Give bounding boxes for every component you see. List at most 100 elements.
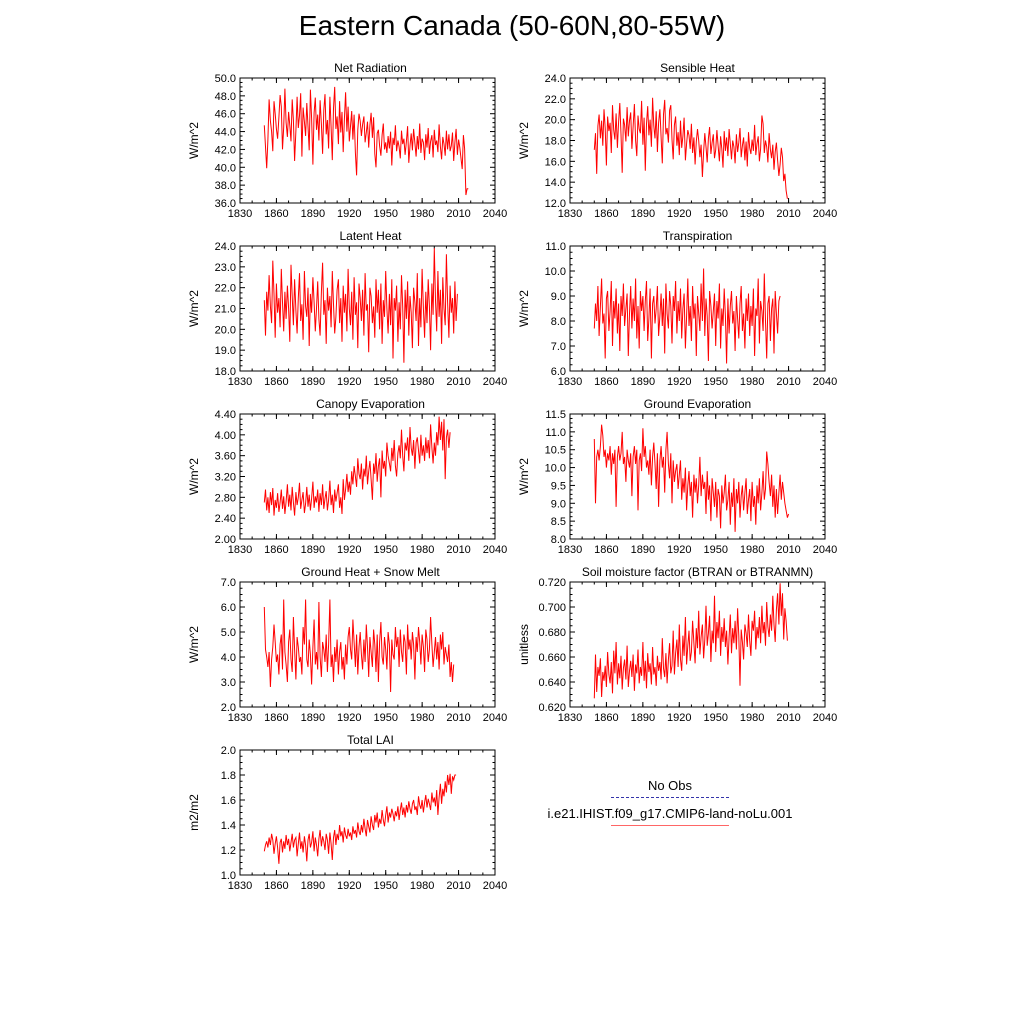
y-tick-label: 1.0 bbox=[221, 870, 236, 882]
x-tick-label: 1830 bbox=[558, 376, 582, 388]
page-title: Eastern Canada (50-60N,80-55W) bbox=[298, 10, 726, 41]
y-tick-label: 10.0 bbox=[545, 463, 566, 475]
x-tick-label: 2010 bbox=[446, 880, 470, 892]
y-tick-label: 2.40 bbox=[215, 513, 236, 525]
x-tick-label: 2040 bbox=[813, 544, 837, 556]
x-tick-label: 1920 bbox=[337, 376, 361, 388]
x-tick-label: 2040 bbox=[483, 208, 507, 220]
x-tick-label: 1980 bbox=[410, 208, 434, 220]
y-tick-label: 42.0 bbox=[215, 144, 236, 156]
x-tick-label: 2040 bbox=[813, 712, 837, 724]
y-tick-label: 22.0 bbox=[545, 94, 566, 106]
x-tick-label: 1890 bbox=[631, 544, 655, 556]
series-line bbox=[593, 97, 788, 199]
x-tick-label: 1920 bbox=[667, 712, 691, 724]
y-tick-label: 2.0 bbox=[221, 702, 236, 714]
x-tick-label: 1860 bbox=[264, 544, 288, 556]
x-tick-label: 1950 bbox=[703, 376, 727, 388]
y-tick-label: 16.0 bbox=[545, 156, 566, 168]
x-tick-label: 1890 bbox=[301, 544, 325, 556]
series-line bbox=[263, 599, 455, 693]
x-tick-label: 1980 bbox=[410, 880, 434, 892]
legend-swatch-obs bbox=[611, 797, 729, 798]
y-tick-label: 44.0 bbox=[215, 127, 236, 139]
x-tick-label: 1980 bbox=[740, 712, 764, 724]
x-tick-label: 1890 bbox=[301, 208, 325, 220]
panel-title: Total LAI bbox=[347, 733, 394, 747]
y-tick-label: 18.0 bbox=[545, 136, 566, 148]
x-tick-label: 1920 bbox=[337, 712, 361, 724]
y-tick-label: 4.00 bbox=[215, 430, 236, 442]
y-tick-label: 6.0 bbox=[221, 602, 236, 614]
legend-label-obs: No Obs bbox=[647, 778, 693, 793]
y-tick-label: 18.0 bbox=[215, 366, 236, 378]
x-tick-label: 1860 bbox=[264, 376, 288, 388]
series-line bbox=[593, 424, 790, 532]
y-tick-label: 2.00 bbox=[215, 534, 236, 546]
y-tick-label: 14.0 bbox=[545, 177, 566, 189]
y-tick-label: 24.0 bbox=[545, 73, 566, 85]
y-tick-label: 9.0 bbox=[551, 291, 566, 303]
y-tick-label: 9.0 bbox=[551, 498, 566, 510]
y-tick-label: 0.700 bbox=[538, 602, 566, 614]
x-tick-label: 1950 bbox=[373, 208, 397, 220]
x-tick-label: 1860 bbox=[264, 712, 288, 724]
legend-swatch-model bbox=[611, 825, 729, 826]
x-tick-label: 2010 bbox=[776, 208, 800, 220]
y-tick-label: 48.0 bbox=[215, 91, 236, 103]
panel-title: Sensible Heat bbox=[660, 61, 735, 75]
x-tick-label: 1890 bbox=[301, 712, 325, 724]
chart-net-radiation: 1830 1860 1890 1920 1950 1980 2010 2040 36.0 38.0… bbox=[187, 61, 507, 220]
x-tick-label: 1980 bbox=[410, 544, 434, 556]
chart-ground-heat-snow-melt: 1830 1860 1890 1920 1950 1980 2010 2040 2.0 3.0 4.… bbox=[187, 565, 507, 724]
y-tick-label: 11.5 bbox=[545, 409, 566, 421]
y-tick-label: 11.0 bbox=[545, 241, 566, 253]
y-axis-label: W/m^2 bbox=[517, 122, 531, 159]
x-tick-label: 1980 bbox=[740, 544, 764, 556]
x-tick-label: 1920 bbox=[667, 376, 691, 388]
y-tick-label: 1.4 bbox=[221, 820, 236, 832]
y-axis-label: W/m^2 bbox=[517, 458, 531, 495]
y-tick-label: 1.2 bbox=[221, 845, 236, 857]
x-tick-label: 1890 bbox=[631, 712, 655, 724]
y-tick-label: 7.0 bbox=[221, 577, 236, 589]
x-tick-label: 1860 bbox=[594, 208, 618, 220]
panel-title: Ground Evaporation bbox=[644, 397, 751, 411]
x-tick-label: 1920 bbox=[337, 880, 361, 892]
chart-ground-evaporation: 1830 1860 1890 1920 1950 1980 2010 2040 8.0 8.5 9.… bbox=[517, 397, 837, 556]
x-tick-label: 1950 bbox=[373, 544, 397, 556]
series-line bbox=[263, 86, 469, 196]
x-tick-label: 1830 bbox=[228, 712, 252, 724]
x-tick-label: 1860 bbox=[594, 376, 618, 388]
x-tick-label: 1920 bbox=[337, 544, 361, 556]
x-tick-label: 1860 bbox=[594, 544, 618, 556]
x-tick-label: 2040 bbox=[813, 208, 837, 220]
y-tick-label: 46.0 bbox=[215, 109, 236, 121]
chart-sensible-heat: 1830 1860 1890 1920 1950 1980 2010 2040 12.0 14.0… bbox=[517, 61, 837, 220]
y-tick-label: 0.640 bbox=[538, 677, 566, 689]
panel-title: Canopy Evaporation bbox=[316, 397, 425, 411]
y-tick-label: 2.0 bbox=[221, 745, 236, 757]
x-tick-label: 2040 bbox=[483, 544, 507, 556]
x-tick-label: 1920 bbox=[337, 208, 361, 220]
x-tick-label: 2010 bbox=[446, 712, 470, 724]
series-line bbox=[593, 268, 781, 364]
y-tick-label: 38.0 bbox=[215, 180, 236, 192]
y-axis-label: W/m^2 bbox=[187, 122, 201, 159]
y-tick-label: 10.5 bbox=[545, 445, 566, 457]
panel-title: Soil moisture factor (BTRAN or BTRANMN) bbox=[582, 565, 813, 579]
series-line bbox=[593, 583, 788, 699]
chart-latent-heat: 1830 1860 1890 1920 1950 1980 2010 2040 18.0 19.0… bbox=[187, 229, 507, 388]
y-tick-label: 24.0 bbox=[215, 241, 236, 253]
x-tick-label: 1890 bbox=[631, 208, 655, 220]
x-tick-label: 1830 bbox=[558, 544, 582, 556]
x-tick-label: 1920 bbox=[667, 544, 691, 556]
chart-total-lai: 1830 1860 1890 1920 1950 1980 2010 2040 1.0 1.2 1.… bbox=[187, 733, 507, 892]
x-tick-label: 1950 bbox=[373, 880, 397, 892]
y-tick-label: 23.0 bbox=[215, 262, 236, 274]
panel-title: Transpiration bbox=[663, 229, 733, 243]
x-tick-label: 2040 bbox=[813, 376, 837, 388]
x-tick-label: 1980 bbox=[410, 712, 434, 724]
x-tick-label: 1830 bbox=[228, 544, 252, 556]
y-tick-label: 12.0 bbox=[545, 198, 566, 210]
